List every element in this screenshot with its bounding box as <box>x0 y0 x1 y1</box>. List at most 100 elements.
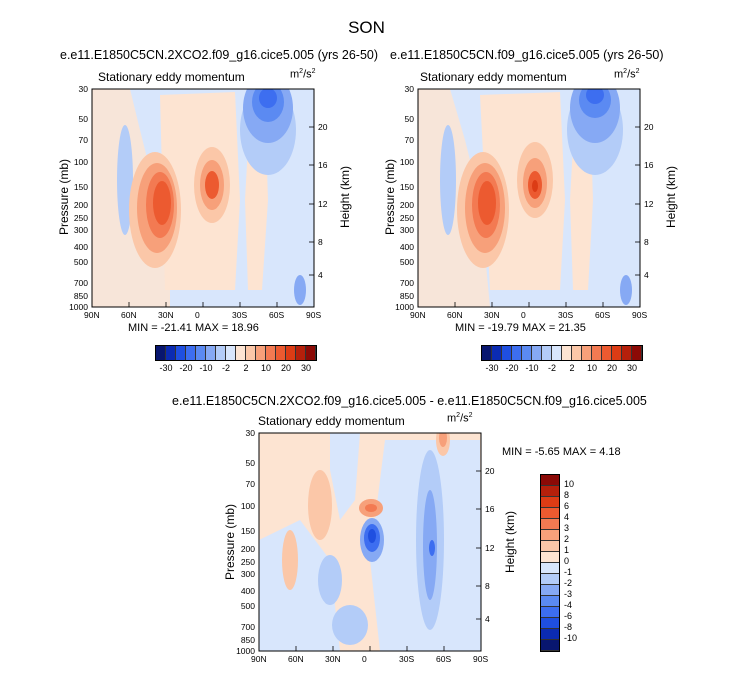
panel-2-units: m2/s2 <box>614 68 640 81</box>
x-tick-label: 30N <box>484 310 500 320</box>
y-tick-label: 200 <box>399 200 414 210</box>
colorbar-swatch <box>541 607 559 618</box>
colorbar-label: -3 <box>564 589 573 599</box>
y-tick-label: 30 <box>78 84 88 94</box>
colorbar-panel-2-labels: -30 -20 -10 -2 2 10 20 30 <box>481 363 641 375</box>
colorbar-label: 30 <box>626 363 637 373</box>
x-tick-label: 0 <box>521 310 526 320</box>
y2-tick-label: 20 <box>644 122 654 132</box>
colorbar-swatch <box>532 346 542 360</box>
x-tick-label: 30N <box>158 310 174 320</box>
x-tick-label: 60N <box>288 654 304 664</box>
colorbar-swatch <box>286 346 296 360</box>
y-tick-label: 200 <box>240 544 255 554</box>
y-tick-label: 500 <box>399 257 414 267</box>
colorbar-label: 3 <box>564 523 570 533</box>
colorbar-label: 20 <box>280 363 291 373</box>
y-tick-label: 1000 <box>236 646 255 656</box>
colorbar-swatch <box>541 486 559 497</box>
colorbar-label: -30 <box>485 363 499 373</box>
panel-3-stats: MIN = -5.65 MAX = 4.18 <box>502 446 621 458</box>
figure-title: SON <box>348 18 385 37</box>
colorbar-difference-labels: 10 8 6 4 3 2 1 0 -1 -2 -3 -4 -6 -8 -10 <box>564 474 594 650</box>
y-tick-label: 400 <box>240 586 255 596</box>
x-tick-label: 60N <box>447 310 463 320</box>
colorbar-swatch <box>196 346 206 360</box>
y-tick-label: 30 <box>404 84 414 94</box>
colorbar-panel-1-labels: -30 -20 -10 -2 2 10 20 30 <box>155 363 315 375</box>
y-tick-label: 30 <box>245 428 255 438</box>
y-tick-label: 150 <box>399 182 414 192</box>
colorbar-swatch <box>612 346 622 360</box>
colorbar-swatch <box>541 629 559 640</box>
panel-3-subtitle: Stationary eddy momentum <box>258 414 405 428</box>
colorbar-label: 2 <box>243 363 249 373</box>
colorbar-label: -2 <box>221 363 230 373</box>
x-tick-label: 90S <box>473 654 489 664</box>
colorbar-swatch <box>216 346 226 360</box>
y-tick-label: 500 <box>73 257 88 267</box>
colorbar-swatch <box>572 346 582 360</box>
colorbar-swatch <box>592 346 602 360</box>
x-tick-label: 90S <box>632 310 648 320</box>
colorbar-label: -10 <box>199 363 213 373</box>
colorbar-swatch <box>541 541 559 552</box>
colorbar-label: -10 <box>525 363 539 373</box>
colorbar-swatch <box>266 346 276 360</box>
x-tick-label: 60S <box>436 654 452 664</box>
y-tick-label: 250 <box>240 557 255 567</box>
x-tick-label: 30S <box>399 654 415 664</box>
colorbar-swatch <box>206 346 216 360</box>
colorbar-label: 10 <box>260 363 271 373</box>
panel-3-units: m2/s2 <box>447 412 473 425</box>
colorbar-swatch <box>541 596 559 607</box>
colorbar-label: -1 <box>564 567 573 577</box>
x-tick-label: 0 <box>362 654 367 664</box>
colorbar-label: -2 <box>564 578 573 588</box>
colorbar-label: -8 <box>564 622 573 632</box>
x-tick-label: 90S <box>306 310 322 320</box>
y2-tick-label: 20 <box>485 466 495 476</box>
x-tick-label: 60N <box>121 310 137 320</box>
colorbar-swatch <box>541 618 559 629</box>
colorbar-label: -2 <box>547 363 556 373</box>
x-tick-label: 60S <box>595 310 611 320</box>
y-tick-label: 50 <box>78 114 88 124</box>
y2-tick-label: 16 <box>318 160 328 170</box>
x-tick-label: 90N <box>84 310 100 320</box>
panel-1-units: m2/s2 <box>290 68 316 81</box>
colorbar-swatch <box>482 346 492 360</box>
y2-tick-label: 8 <box>485 581 490 591</box>
panel-2-stats: MIN = -19.79 MAX = 21.35 <box>455 322 586 334</box>
y-tick-label: 700 <box>240 622 255 632</box>
colorbar-label: 0 <box>564 556 570 566</box>
colorbar-swatch <box>602 346 612 360</box>
colorbar-label: 10 <box>586 363 597 373</box>
colorbar-swatch <box>226 346 236 360</box>
x-tick-label: 90N <box>251 654 267 664</box>
colorbar-swatch <box>541 530 559 541</box>
y2-tick-label: 12 <box>485 543 495 553</box>
x-tick-label: 0 <box>195 310 200 320</box>
y-tick-label: 700 <box>73 278 88 288</box>
y2-tick-label: 4 <box>644 270 649 280</box>
x-tick-label: 30N <box>325 654 341 664</box>
panel-1-y2label: Height (km) <box>338 166 352 229</box>
colorbar-swatch <box>622 346 632 360</box>
y2-tick-label: 16 <box>644 160 654 170</box>
colorbar-label: -30 <box>159 363 173 373</box>
y-tick-label: 70 <box>404 135 414 145</box>
y-tick-label: 150 <box>73 182 88 192</box>
colorbar-label: 2 <box>564 534 570 544</box>
colorbar-label: -6 <box>564 611 573 621</box>
panel-1-title: e.e11.E1850C5CN.2XCO2.f09_g16.cice5.005 … <box>60 48 379 62</box>
colorbar-swatch <box>246 346 256 360</box>
panel-3-field <box>259 433 481 651</box>
colorbar-swatch <box>502 346 512 360</box>
tick-marks <box>91 126 641 651</box>
y-tick-label: 1000 <box>395 302 414 312</box>
y-tick-label: 70 <box>245 479 255 489</box>
y-tick-label: 50 <box>245 458 255 468</box>
colorbar-swatch <box>541 640 559 651</box>
panel-1-subtitle: Stationary eddy momentum <box>98 70 245 84</box>
